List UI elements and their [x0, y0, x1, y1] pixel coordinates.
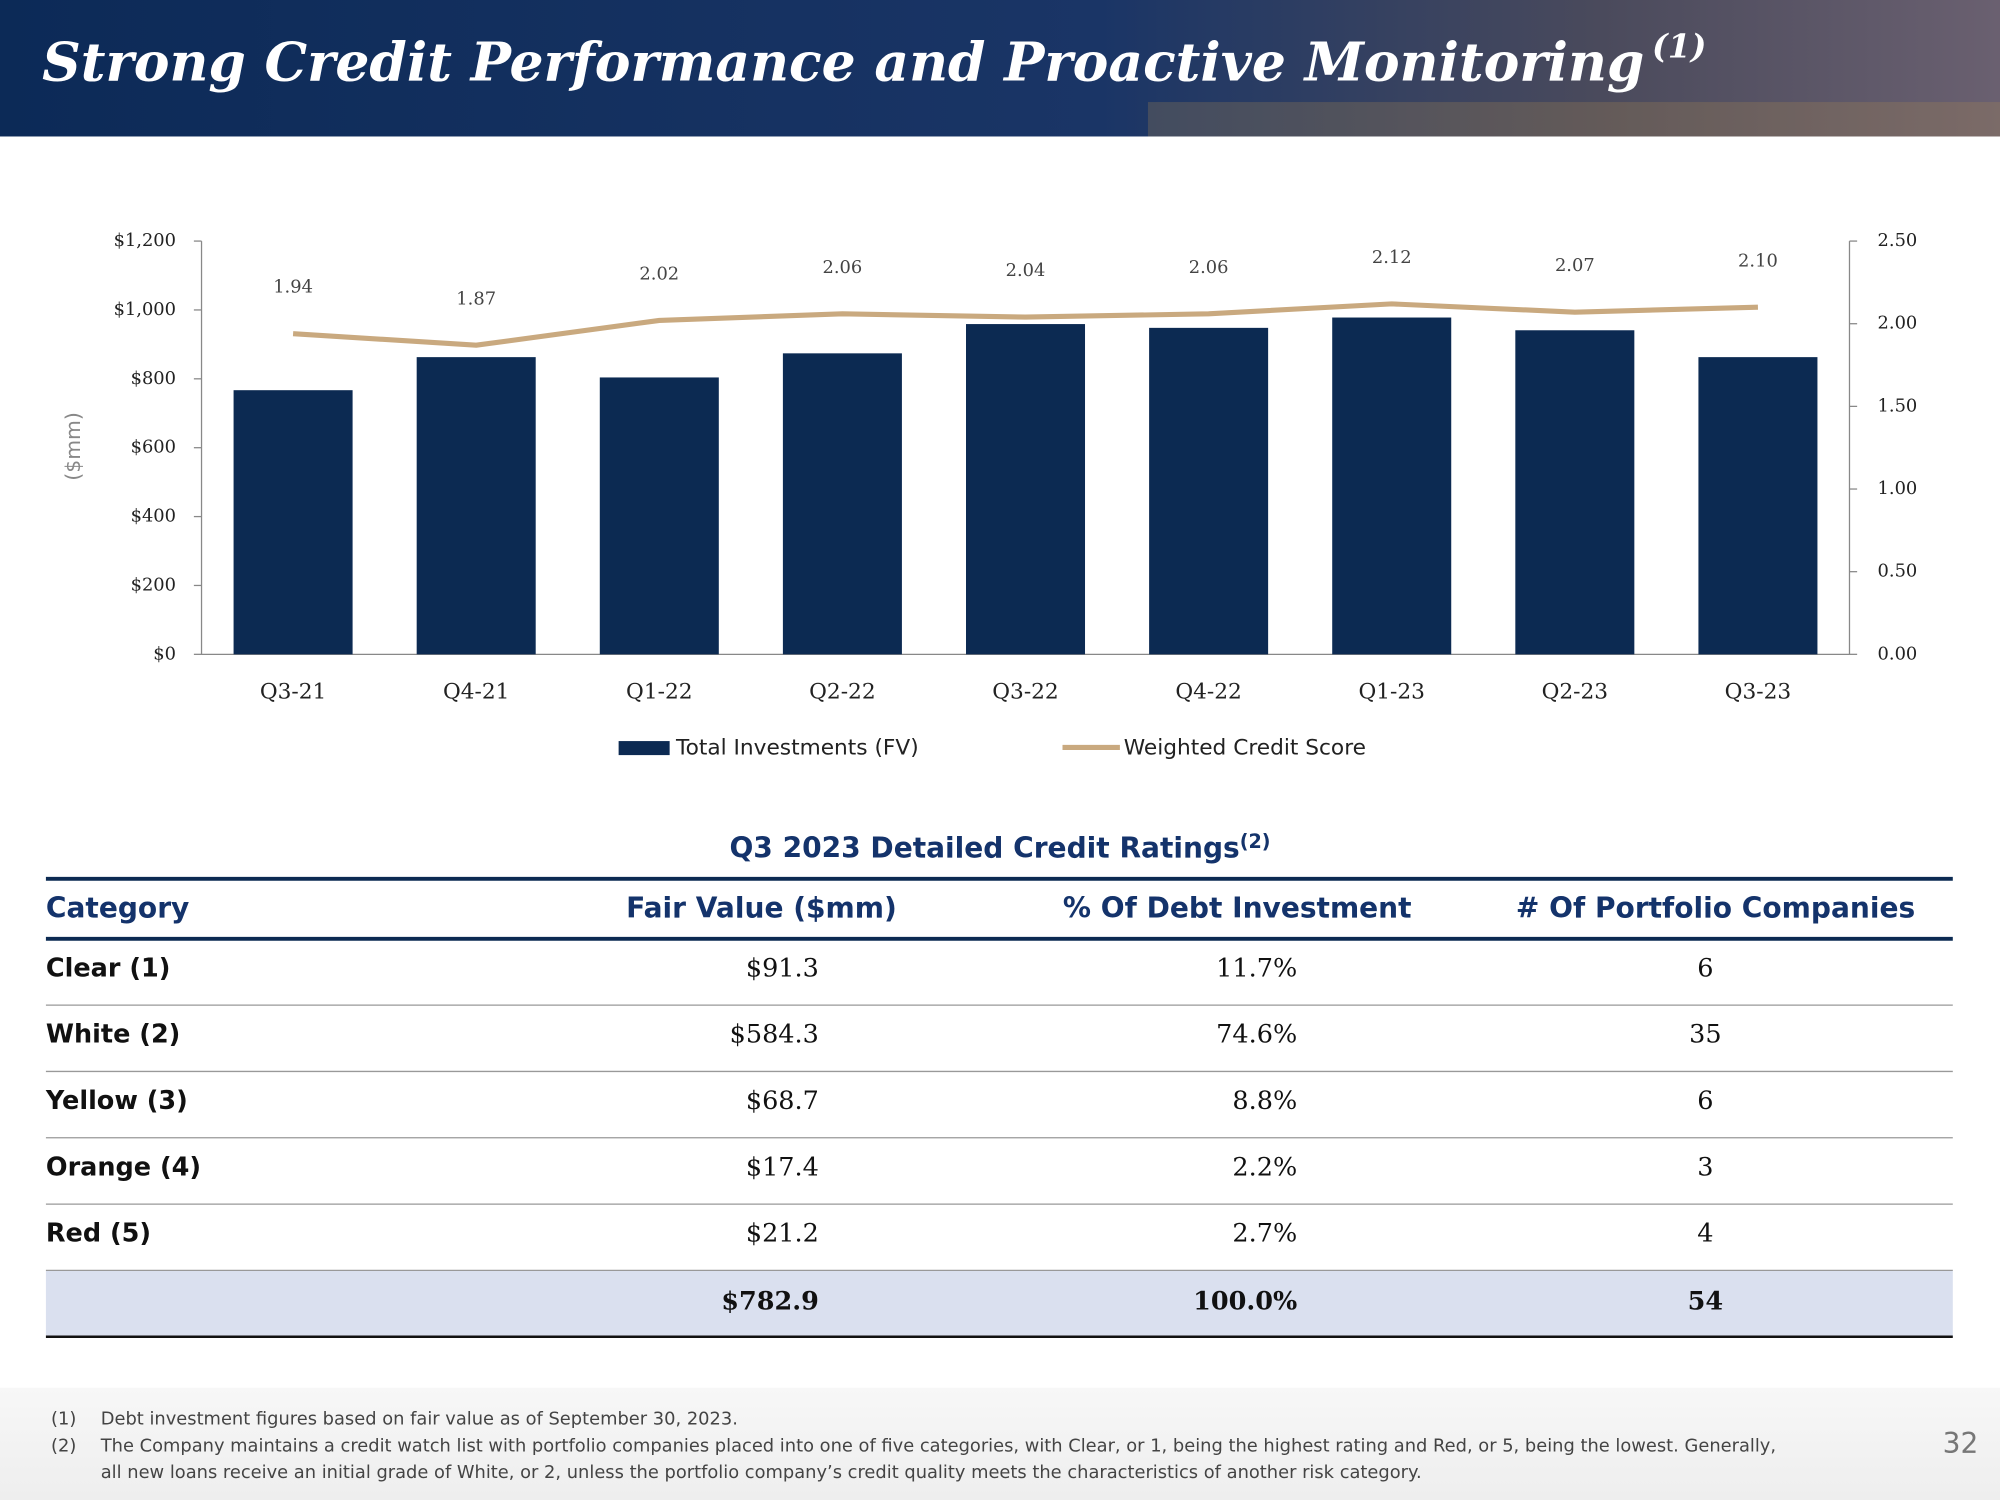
- table-cell: $68.7: [746, 1086, 819, 1116]
- bar: [416, 357, 536, 655]
- page-number: 32: [1943, 1427, 1979, 1460]
- footnote-marker: (2): [51, 1435, 76, 1456]
- line: [292, 301, 1759, 348]
- x-tick-label: Q4-21: [443, 680, 509, 705]
- total-row-bg: [45, 1270, 1953, 1337]
- y-tick-label: $200: [131, 574, 176, 595]
- x-tick-label: Q2-22: [809, 680, 875, 705]
- legend-label: Total Investments (FV): [675, 736, 919, 761]
- x-tick-label: Q1-23: [1358, 680, 1424, 705]
- title-text: Strong Credit Performance and Proactive …: [42, 30, 1644, 93]
- footer-band: [0, 1387, 2000, 1500]
- x-tick-label: Q3-22: [992, 680, 1058, 705]
- row-label: Red (5): [46, 1219, 151, 1249]
- y2-tick-label: 0.50: [1878, 561, 1918, 582]
- row-label: Yellow (3): [45, 1086, 188, 1116]
- total-cell: 100.0%: [1193, 1286, 1297, 1316]
- y-tick-label: $600: [131, 437, 176, 458]
- data-label: 2.12: [1372, 247, 1412, 268]
- table-title-text: Q3 2023 Detailed Credit Ratings: [729, 831, 1239, 864]
- y-tick-label: $800: [131, 368, 176, 389]
- footnote-text: all new loans receive an initial grade o…: [101, 1462, 1422, 1483]
- row-label: Clear (1): [46, 953, 170, 983]
- table-title-note: (2): [1240, 829, 1271, 852]
- y-tick-label: $1,000: [114, 299, 176, 320]
- bar: [966, 324, 1086, 655]
- y2-tick-label: 2.00: [1878, 313, 1918, 334]
- table-cell: $91.3: [746, 953, 819, 983]
- footnote-marker: (1): [51, 1409, 76, 1430]
- row-label: Orange (4): [46, 1152, 201, 1182]
- x-tick-label: Q1-22: [626, 680, 692, 705]
- data-label: 2.07: [1555, 255, 1595, 276]
- table-cell: $17.4: [746, 1152, 819, 1182]
- y2-tick-label: 0.00: [1878, 643, 1918, 664]
- table-cell: $584.3: [730, 1020, 819, 1050]
- legend-swatch: [618, 741, 670, 756]
- x-tick-label: Q4-22: [1175, 680, 1241, 705]
- data-label: 2.06: [823, 257, 863, 278]
- column-header: # Of Portfolio Companies: [1516, 891, 1915, 924]
- y-axis-title: ($mm): [61, 412, 85, 481]
- legend-label: Weighted Credit Score: [1124, 736, 1366, 761]
- y-tick-label: $0: [153, 643, 176, 664]
- bar: [599, 377, 719, 655]
- x-tick-label: Q3-21: [260, 680, 326, 705]
- table-cell: 3: [1697, 1152, 1713, 1182]
- y2-tick-label: 1.50: [1878, 395, 1918, 416]
- data-label: 2.10: [1738, 250, 1778, 271]
- bar: [1149, 327, 1269, 655]
- data-label: 2.06: [1189, 257, 1229, 278]
- x-tick-label: Q3-23: [1725, 680, 1791, 705]
- table-cell: 2.7%: [1232, 1219, 1297, 1249]
- y2-tick-label: 1.00: [1878, 478, 1918, 499]
- header-glow: [1147, 102, 2000, 137]
- column-header: Category: [46, 891, 189, 924]
- table-cell: 11.7%: [1216, 953, 1297, 983]
- slide-title: Strong Credit Performance and Proactive …: [42, 26, 1706, 93]
- x-tick-label: Q2-23: [1542, 680, 1608, 705]
- y-tick-label: $1,200: [114, 230, 176, 251]
- table-cell: 6: [1697, 953, 1713, 983]
- data-label: 1.94: [273, 277, 313, 298]
- data-label: 2.02: [639, 264, 679, 285]
- y2-tick-label: 2.50: [1878, 230, 1918, 251]
- y-tick-label: $400: [131, 506, 176, 527]
- table-cell: $21.2: [746, 1219, 819, 1249]
- header-band: [0, 0, 2000, 137]
- bar: [1515, 330, 1635, 655]
- footnote-text: The Company maintains a credit watch lis…: [100, 1435, 1776, 1456]
- table-cell: 74.6%: [1216, 1020, 1297, 1050]
- column-header: Fair Value ($mm): [626, 891, 897, 924]
- bar: [1698, 357, 1818, 655]
- title-note: (1): [1652, 26, 1706, 65]
- table-cell: 6: [1697, 1086, 1713, 1116]
- total-cell: $782.9: [721, 1286, 819, 1316]
- data-label: 1.87: [456, 288, 496, 309]
- total-cell: 54: [1688, 1286, 1724, 1316]
- table-title: Q3 2023 Detailed Credit Ratings(2): [729, 829, 1270, 864]
- table-cell: 4: [1697, 1219, 1713, 1249]
- data-label: 2.04: [1006, 260, 1046, 281]
- table-cell: 8.8%: [1232, 1086, 1297, 1116]
- bar: [782, 353, 902, 655]
- row-label: White (2): [46, 1020, 180, 1050]
- footnote-text: Debt investment figures based on fair va…: [101, 1409, 738, 1430]
- bar: [233, 390, 353, 655]
- table-cell: 2.2%: [1232, 1152, 1297, 1182]
- bar: [1332, 317, 1452, 655]
- column-header: % Of Debt Investment: [1063, 891, 1412, 924]
- table-cell: 35: [1689, 1020, 1721, 1050]
